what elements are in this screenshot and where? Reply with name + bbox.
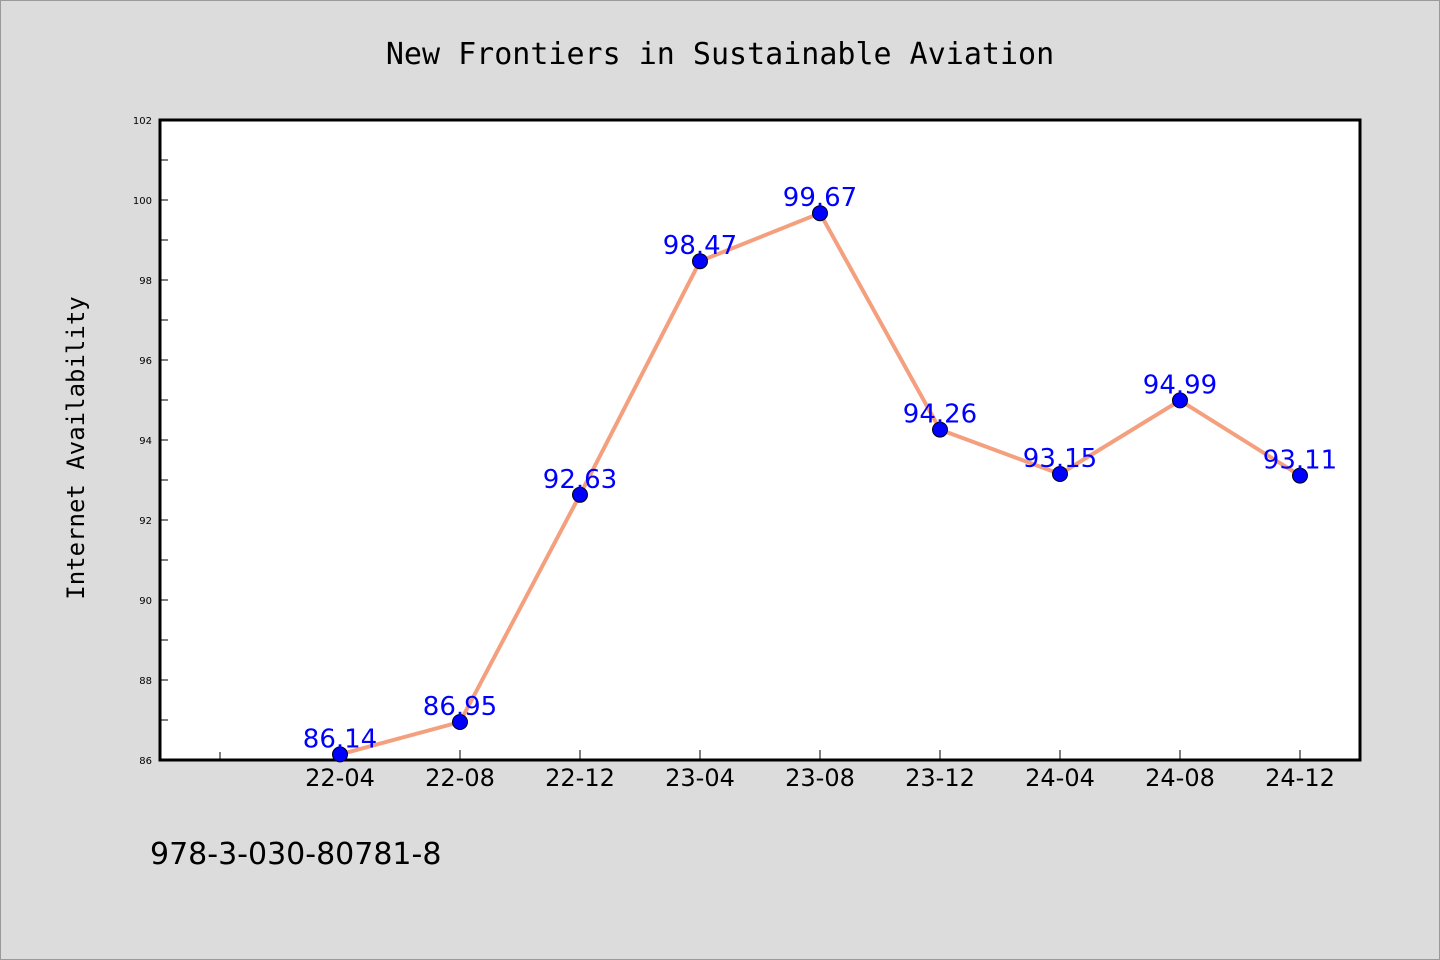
x-tick-label: 22-08	[425, 764, 495, 792]
y-tick-label: 102	[133, 116, 152, 127]
data-label: 94.26	[903, 400, 977, 430]
data-label: 93.15	[1023, 444, 1097, 474]
x-tick-label: 24-12	[1265, 764, 1335, 792]
y-axis-ticks: 86 88 90 92 94 96 98 100 102	[133, 116, 168, 767]
chart-title: New Frontiers in Sustainable Aviation	[386, 37, 1054, 72]
x-tick-label: 23-08	[785, 764, 855, 792]
y-tick-label: 100	[133, 196, 152, 207]
y-tick-label: 94	[139, 436, 152, 447]
y-tick-label: 88	[139, 676, 152, 687]
y-tick-label: 90	[139, 596, 152, 607]
data-point	[1292, 467, 1308, 484]
series-group: 86.14 86.95 92.63 98.47 99.67 94.26 93.15 94.99…	[303, 183, 1337, 763]
y-tick-label: 96	[139, 356, 152, 367]
plot-area	[158, 118, 1362, 762]
data-point	[572, 486, 588, 503]
data-label: 99.67	[783, 183, 857, 213]
x-tick-label: 23-12	[905, 764, 975, 792]
data-label: 98.47	[663, 231, 737, 261]
y-axis-label: Internet Availability	[62, 296, 90, 599]
y-tick-label: 92	[139, 516, 152, 527]
data-label: 93.11	[1263, 446, 1337, 476]
data-label: 86.14	[303, 724, 377, 754]
data-point	[932, 421, 948, 438]
data-label: 86.95	[423, 692, 497, 722]
y-tick-label: 86	[139, 756, 152, 767]
data-label: 92.63	[543, 465, 617, 495]
x-tick-label: 24-08	[1145, 764, 1215, 792]
data-point	[332, 746, 348, 763]
x-tick-label: 22-04	[305, 764, 375, 792]
data-point	[1052, 466, 1068, 482]
data-point	[692, 253, 708, 270]
x-tick-label: 24-04	[1025, 764, 1095, 792]
isbn-label: 978-3-030-80781-8	[150, 837, 441, 872]
y-tick-label: 98	[139, 276, 152, 287]
data-point	[812, 205, 828, 222]
data-point	[1172, 392, 1188, 409]
x-tick-label: 23-04	[665, 764, 735, 792]
x-tick-label: 22-12	[545, 764, 615, 792]
data-label: 94.99	[1143, 370, 1217, 400]
data-point	[452, 714, 468, 730]
